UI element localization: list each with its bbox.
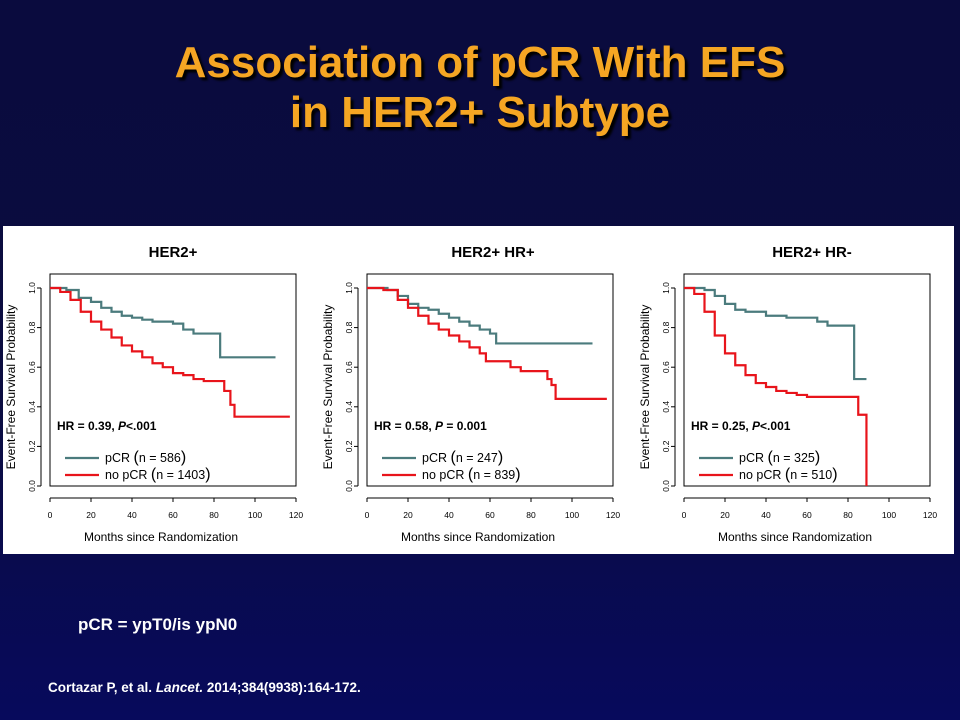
- citation-details: 2014;384(9938):164-172.: [206, 680, 361, 695]
- x-tick-label: 20: [403, 510, 413, 520]
- km-chart-1: HER2+ 0.0 0.2 0.4 0.6 0.8 1.0 Event-Free Surviv…: [4, 244, 303, 544]
- y-tick-label: 0.0: [661, 480, 671, 492]
- slide-title-line1: Association of pCR With EFS: [174, 38, 786, 87]
- figure-panel: HER2+ 0.0 0.2 0.4 0.6 0.8 1.0 Event-Free Surviv…: [3, 226, 954, 554]
- y-tick-label: 0.0: [344, 480, 354, 492]
- x-tick-label: 80: [526, 510, 536, 520]
- y-axis-label: Event-Free Survival Probability: [321, 305, 335, 470]
- y-tick-label: 0.6: [344, 361, 354, 373]
- plot-frame: [49, 273, 297, 487]
- y-tick-label: 0.0: [27, 480, 37, 492]
- x-tick-label: 0: [682, 510, 687, 520]
- x-tick-label: 20: [720, 510, 730, 520]
- legend-label: pCR (n = 247): [422, 449, 503, 466]
- plot-frame: [366, 273, 614, 487]
- x-tick-label: 60: [168, 510, 178, 520]
- y-tick-label: 0.4: [27, 401, 37, 413]
- x-tick-label: 120: [923, 510, 937, 520]
- y-tick-label: 0.2: [344, 440, 354, 452]
- citation: Cortazar P, et al. Lancet. 2014;384(9938…: [48, 680, 361, 695]
- y-tick-label: 1.0: [344, 282, 354, 294]
- legend-label: no pCR (n = 839): [422, 466, 521, 483]
- y-axis-label: Event-Free Survival Probability: [4, 305, 18, 470]
- x-tick-label: 60: [485, 510, 495, 520]
- citation-authors: Cortazar P, et al.: [48, 680, 153, 695]
- km-chart-2: HER2+ HR+ 0.0 0.2 0.4 0.6 0.8 1.0 Event-Free Su…: [321, 244, 620, 544]
- x-tick-label: 40: [444, 510, 454, 520]
- km-curve-pcr: [367, 286, 593, 345]
- pcr-definition: pCR = ypT0/is ypN0: [78, 615, 238, 634]
- x-axis-label: Months since Randomization: [401, 530, 555, 544]
- y-tick-label: 0.2: [27, 440, 37, 452]
- x-tick-label: 80: [209, 510, 219, 520]
- x-tick-label: 120: [606, 510, 620, 520]
- slide-title: Association of pCR With EFS in HER2+ Sub…: [0, 38, 960, 138]
- km-curve-no-pcr: [367, 286, 607, 400]
- km-curve-pcr: [50, 286, 276, 359]
- x-tick-label: 100: [882, 510, 896, 520]
- y-tick-label: 0.8: [661, 321, 671, 333]
- km-curve-no-pcr: [684, 286, 868, 486]
- x-tick-label: 100: [565, 510, 579, 520]
- plot-frame: [683, 273, 931, 487]
- y-tick-label: 0.8: [344, 321, 354, 333]
- citation-journal: Lancet.: [155, 680, 204, 695]
- km-curve-no-pcr: [50, 286, 290, 418]
- legend-label: no pCR (n = 510): [739, 466, 838, 483]
- x-tick-label: 100: [248, 510, 262, 520]
- x-tick-label: 80: [843, 510, 853, 520]
- y-axis-label: Event-Free Survival Probability: [638, 305, 652, 470]
- chart-title: HER2+: [149, 244, 198, 261]
- legend-label: pCR (n = 325): [739, 449, 820, 466]
- x-tick-label: 0: [48, 510, 53, 520]
- slide-title-line2: in HER2+ Subtype: [289, 88, 671, 137]
- y-tick-label: 0.2: [661, 440, 671, 452]
- y-tick-label: 0.6: [27, 361, 37, 373]
- km-chart-3: HER2+ HR- 0.0 0.2 0.4 0.6 0.8 1.0 Event-Free Su…: [638, 244, 937, 544]
- x-axis-label: Months since Randomization: [718, 530, 872, 544]
- y-tick-label: 0.4: [344, 401, 354, 413]
- y-tick-label: 1.0: [661, 282, 671, 294]
- y-tick-label: 1.0: [27, 282, 37, 294]
- y-tick-label: 0.8: [27, 321, 37, 333]
- chart-title: HER2+ HR-: [772, 244, 852, 261]
- x-tick-label: 120: [289, 510, 303, 520]
- hr-annotation: HR = 0.58, P = 0.001: [374, 419, 487, 433]
- x-tick-label: 60: [802, 510, 812, 520]
- x-axis-label: Months since Randomization: [84, 530, 238, 544]
- legend-label: no pCR (n = 1403): [105, 466, 211, 483]
- hr-annotation: HR = 0.39, P<.001: [57, 419, 157, 433]
- x-tick-label: 20: [86, 510, 96, 520]
- km-charts: HER2+ 0.0 0.2 0.4 0.6 0.8 1.0 Event-Free Surviv…: [4, 244, 937, 544]
- legend-label: pCR (n = 586): [105, 449, 186, 466]
- x-tick-label: 0: [365, 510, 370, 520]
- chart-title: HER2+ HR+: [451, 244, 535, 261]
- y-tick-label: 0.4: [661, 401, 671, 413]
- y-tick-label: 0.6: [661, 361, 671, 373]
- x-tick-label: 40: [127, 510, 137, 520]
- km-curve-pcr: [684, 286, 867, 381]
- hr-annotation: HR = 0.25, P<.001: [691, 419, 791, 433]
- x-tick-label: 40: [761, 510, 771, 520]
